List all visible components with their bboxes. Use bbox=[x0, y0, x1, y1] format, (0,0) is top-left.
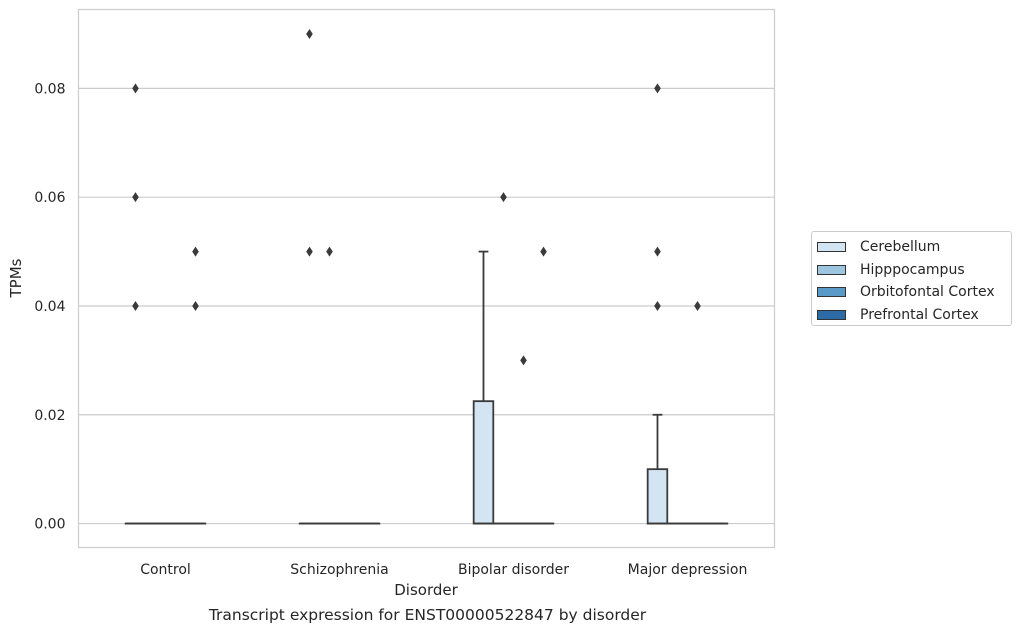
legend-swatch-cerebellum bbox=[817, 242, 846, 253]
legend: Cerebellum Hipppocampus Orbitofontal Cor… bbox=[811, 231, 1012, 326]
box-marks bbox=[124, 28, 729, 525]
legend-item: Prefrontal Cortex bbox=[817, 304, 1011, 327]
outlier-point bbox=[132, 192, 139, 203]
y-tick-label: 0.02 bbox=[34, 408, 65, 424]
y-tick-label: 0.00 bbox=[34, 517, 65, 533]
legend-item: Orbitofontal Cortex bbox=[817, 281, 1011, 304]
y-axis-label: TPMs bbox=[7, 258, 25, 298]
legend-swatch-hippocampus bbox=[817, 264, 846, 275]
outlier-point bbox=[192, 300, 199, 311]
tick-labels: 0.00 0.02 0.04 0.06 0.08 Control Schizophrenia… bbox=[34, 81, 747, 578]
legend-item: Cerebellum bbox=[817, 236, 1011, 259]
box bbox=[646, 468, 669, 525]
y-tick-label: 0.08 bbox=[34, 81, 65, 97]
x-tick-label: Bipolar disorder bbox=[458, 562, 569, 578]
legend-swatch-prefrontal bbox=[817, 310, 846, 321]
outlier-point bbox=[132, 300, 139, 311]
legend-swatch-orbitofrontal bbox=[817, 287, 846, 298]
outlier-point bbox=[654, 300, 661, 311]
x-tick-label: Schizophrenia bbox=[290, 562, 388, 578]
legend-item: Hipppocampus bbox=[817, 259, 1011, 282]
outlier-point bbox=[192, 246, 199, 257]
x-tick-label: Major depression bbox=[628, 562, 748, 578]
legend-label: Prefrontal Cortex bbox=[860, 307, 979, 324]
outlier-point bbox=[694, 300, 701, 311]
x-axis-label: Disorder bbox=[394, 581, 458, 599]
box bbox=[472, 400, 495, 525]
outlier-point bbox=[654, 83, 661, 94]
y-tick-label: 0.06 bbox=[34, 190, 65, 206]
legend-label: Orbitofontal Cortex bbox=[860, 284, 995, 301]
outlier-point bbox=[540, 246, 547, 257]
legend-label: Hipppocampus bbox=[860, 261, 965, 278]
legend-label: Cerebellum bbox=[860, 239, 941, 256]
plot-area-frame bbox=[77, 8, 776, 549]
gridlines bbox=[78, 87, 775, 525]
outlier-point bbox=[326, 246, 333, 257]
outlier-point bbox=[132, 83, 139, 94]
outlier-point bbox=[500, 192, 507, 203]
chart-title: Transcript expression for ENST0000052284… bbox=[208, 606, 647, 624]
outlier-point bbox=[306, 246, 313, 257]
x-tick-label: Control bbox=[140, 562, 191, 578]
y-tick-label: 0.04 bbox=[34, 299, 65, 315]
outlier-point bbox=[654, 246, 661, 257]
outlier-point bbox=[306, 28, 313, 39]
outlier-point bbox=[520, 355, 527, 366]
